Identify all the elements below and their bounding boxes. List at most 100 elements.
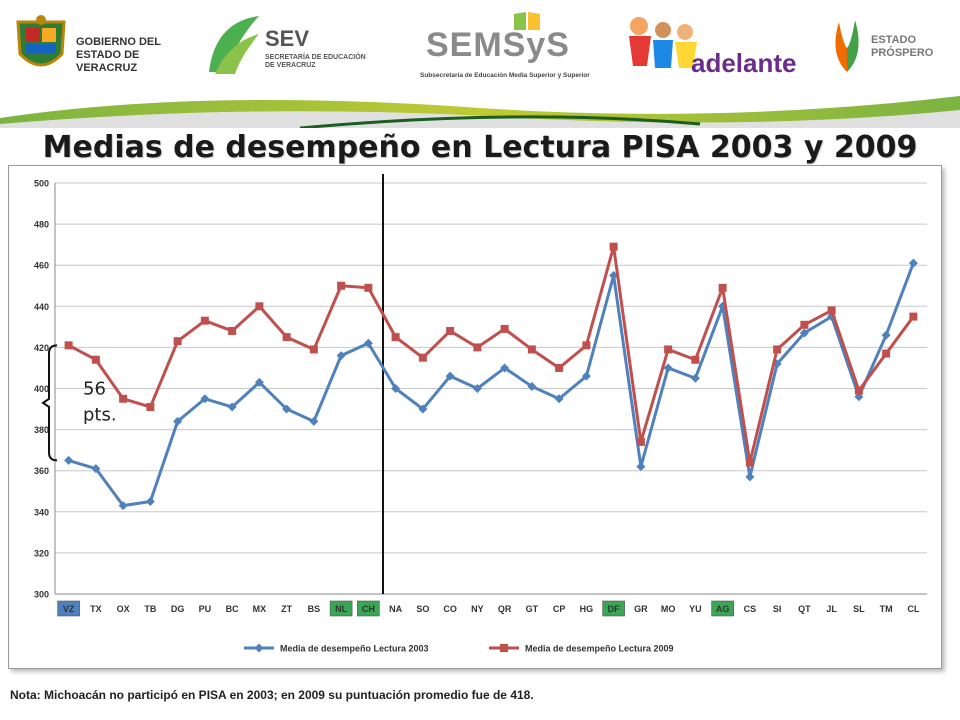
x-label-highlight (57, 600, 80, 617)
x-tick-label: PU (199, 604, 212, 614)
gov-line1: GOBIERNO DEL (76, 36, 161, 48)
data-point-2009 (446, 326, 455, 335)
x-tick-label: DG (171, 604, 185, 614)
x-label-highlight (602, 600, 625, 617)
data-point-2003 (745, 472, 755, 482)
x-tick-label: MO (661, 604, 676, 614)
data-point-2003 (227, 402, 237, 412)
data-point-2003 (336, 351, 346, 361)
x-tick-label: TB (144, 604, 156, 614)
data-point-2009 (500, 324, 509, 333)
book-icon (514, 12, 540, 30)
series-line-2003 (68, 262, 915, 508)
data-point-2003 (472, 384, 482, 393)
data-point-2003 (554, 394, 564, 404)
x-tick-label: YU (689, 604, 702, 614)
data-point-2009 (582, 341, 591, 350)
y-tick-label: 440 (34, 302, 49, 312)
x-tick-label: JL (826, 604, 837, 614)
data-point-2009 (200, 316, 209, 325)
sev-name: SEV (265, 26, 310, 51)
gobierno-veracruz-logo: GOBIERNO DEL ESTADO DE VERACRUZ (10, 10, 195, 80)
semsys-logo: SEMSyS Subsecretaría de Educación Media … (420, 10, 590, 80)
gov-line2: ESTADO DE VERACRUZ (76, 49, 140, 74)
green-wave-banner (0, 96, 960, 128)
data-point-2009 (773, 345, 782, 354)
page-title: Medias de desempeño en Lectura PISA 2003… (42, 130, 918, 165)
data-point-2003 (391, 384, 401, 393)
data-point-2003 (118, 501, 128, 511)
data-point-2003 (64, 455, 74, 465)
footnote: Nota: Michoacán no participó en PISA en … (10, 688, 534, 702)
data-point-2009 (718, 283, 727, 292)
semsys-subtitle: Subsecretaría de Educación Media Superio… (420, 72, 590, 79)
line-chart: 300 320 340 360 380 400 420 440 460 480 500 VZ TX OX T… (34, 174, 927, 654)
header-logos: GOBIERNO DEL ESTADO DE VERACRUZ SEV SECRE… (0, 0, 960, 90)
x-label-highlight (357, 600, 380, 617)
data-point-2009 (800, 320, 809, 329)
sev-line2: DE VERACRUZ (265, 62, 316, 69)
gap-bracket (41, 344, 58, 462)
sev-line1: SECRETARÍA DE EDUCACIÓN (265, 54, 366, 61)
data-point-2003 (254, 377, 264, 387)
prospero-flame-icon (835, 20, 859, 72)
x-tick-label: MX (253, 604, 267, 614)
x-tick-label: AG (716, 604, 730, 614)
x-tick-label: TX (90, 604, 102, 614)
legend-label: Media de desempeño Lectura 2009 (525, 644, 674, 654)
data-point-2009 (282, 333, 291, 342)
chart-area: 300 320 340 360 380 400 420 440 460 480 500 VZ TX OX T… (8, 165, 942, 669)
data-point-2009 (609, 242, 618, 251)
data-point-2009 (745, 458, 754, 467)
data-point-2009 (882, 349, 891, 358)
x-tick-label: NY (471, 604, 484, 614)
x-tick-label: OX (117, 604, 130, 614)
data-point-2009 (555, 363, 564, 372)
data-point-2003 (500, 363, 510, 373)
data-point-2009 (119, 394, 128, 403)
data-point-2009 (255, 302, 264, 311)
sev-leaf-icon (209, 16, 259, 74)
data-point-2003 (581, 371, 591, 381)
data-point-2009 (364, 283, 373, 292)
y-tick-label: 460 (34, 261, 49, 271)
x-tick-label: NA (389, 604, 402, 614)
prospero-line1: ESTADO (871, 34, 917, 46)
x-tick-label: QT (798, 604, 811, 614)
data-point-2009 (473, 343, 482, 352)
children-icon (629, 17, 697, 68)
legend-label: Media de desempeño Lectura 2003 (280, 644, 429, 654)
data-point-2009 (664, 345, 673, 354)
legend-marker (500, 644, 508, 652)
data-point-2003 (282, 404, 292, 414)
adelante-logo: adelante (625, 10, 805, 80)
legend-marker (254, 643, 264, 653)
x-tick-label: CO (443, 604, 457, 614)
data-point-2003 (200, 394, 210, 404)
data-point-2009 (91, 355, 100, 364)
data-point-2003 (145, 497, 155, 507)
data-point-2003 (91, 464, 101, 474)
x-tick-label: CP (553, 604, 566, 614)
y-tick-label: 380 (34, 425, 49, 435)
x-tick-label: QR (498, 604, 512, 614)
data-point-2009 (64, 341, 73, 350)
data-point-2003 (309, 416, 319, 426)
x-tick-label: SI (773, 604, 782, 614)
data-point-2003 (418, 404, 428, 414)
data-point-2009 (636, 437, 645, 446)
data-point-2009 (309, 345, 318, 354)
data-point-2009 (691, 355, 700, 364)
data-point-2003 (690, 373, 700, 383)
semsys-name: SEMSyS (426, 26, 570, 64)
data-point-2003 (363, 338, 373, 348)
x-tick-label: NL (335, 604, 347, 614)
y-tick-label: 500 (34, 179, 49, 189)
data-point-2009 (173, 337, 182, 346)
sev-logo: SEV SECRETARÍA DE EDUCACIÓN DE VERACRUZ (205, 10, 385, 80)
data-point-2009 (418, 353, 427, 362)
data-point-2003 (663, 363, 673, 373)
data-point-2009 (854, 386, 863, 395)
adelante-name: adelante (691, 48, 797, 78)
x-tick-label: GR (634, 604, 648, 614)
